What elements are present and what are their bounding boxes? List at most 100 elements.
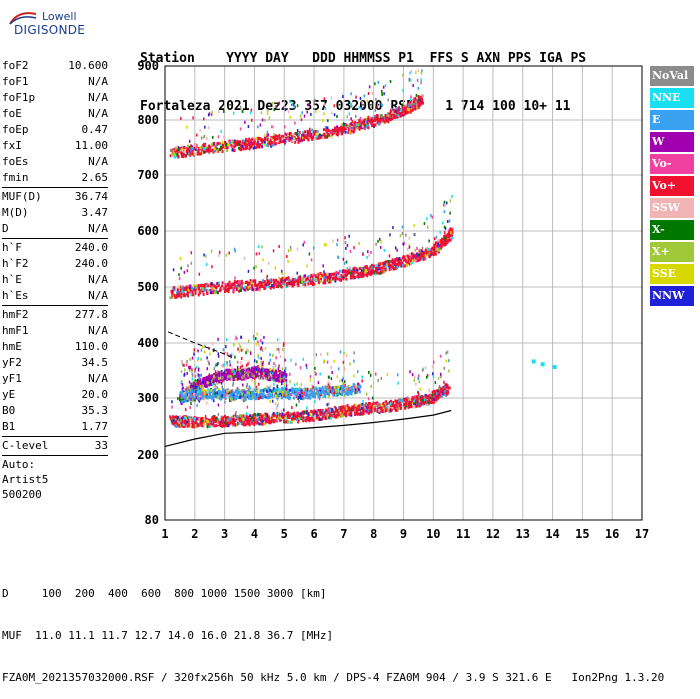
echo-point bbox=[253, 423, 255, 426]
echo-point bbox=[294, 141, 296, 144]
echo-point bbox=[224, 401, 226, 404]
echo-point bbox=[215, 379, 217, 382]
echo-point bbox=[428, 240, 430, 243]
echo-point bbox=[184, 373, 186, 376]
echo-point bbox=[203, 144, 205, 147]
echo-point bbox=[444, 226, 446, 229]
echo-point bbox=[372, 397, 374, 400]
echo-point bbox=[271, 141, 273, 144]
echo-point bbox=[345, 131, 347, 134]
echo-point bbox=[316, 353, 318, 356]
echo-point bbox=[365, 403, 367, 406]
echo-point bbox=[188, 386, 190, 389]
echo-point bbox=[230, 370, 232, 373]
echo-point bbox=[263, 336, 265, 339]
echo-point bbox=[195, 375, 197, 378]
echo-point bbox=[296, 132, 298, 135]
echo-point bbox=[198, 418, 200, 421]
echo-point bbox=[312, 386, 314, 389]
echo-point bbox=[397, 373, 399, 376]
echo-point bbox=[313, 246, 315, 249]
echo-point bbox=[237, 361, 239, 364]
echo-point bbox=[218, 284, 220, 287]
echo-point bbox=[238, 391, 240, 394]
echo-point bbox=[319, 272, 321, 275]
echo-point bbox=[262, 279, 264, 282]
echo-point bbox=[241, 357, 243, 360]
echo-point bbox=[171, 406, 173, 409]
echo-point bbox=[350, 250, 352, 253]
echo-point bbox=[410, 398, 412, 401]
echo-point bbox=[432, 372, 434, 375]
echo-point bbox=[257, 388, 259, 391]
echo-point bbox=[308, 413, 310, 416]
echo-point bbox=[352, 389, 354, 392]
echo-point bbox=[173, 286, 175, 289]
echo-point bbox=[212, 342, 214, 345]
echo-point bbox=[206, 263, 208, 266]
echo-point bbox=[252, 392, 254, 395]
echo-point bbox=[229, 360, 231, 363]
echo-point bbox=[284, 370, 286, 373]
echo-point bbox=[436, 248, 438, 251]
echo-point bbox=[215, 286, 217, 289]
echo-point bbox=[444, 201, 446, 204]
echo-point bbox=[204, 393, 206, 396]
echo-point bbox=[370, 374, 372, 377]
echo-point bbox=[441, 395, 443, 398]
echo-point bbox=[269, 353, 271, 356]
echo-point bbox=[221, 373, 223, 376]
echo-point bbox=[284, 133, 286, 136]
echo-point bbox=[261, 416, 263, 419]
echo-point bbox=[443, 381, 445, 384]
echo-point bbox=[284, 279, 286, 282]
echo-point bbox=[267, 138, 269, 141]
echo-point bbox=[362, 407, 364, 410]
echo-point bbox=[320, 272, 322, 275]
echo-point bbox=[261, 269, 263, 272]
echo-point bbox=[252, 143, 254, 146]
echo-point bbox=[389, 264, 391, 267]
echo-point bbox=[347, 387, 349, 390]
y-tick-label: 900 bbox=[137, 59, 159, 73]
echo-point bbox=[260, 282, 262, 285]
echo-point bbox=[267, 386, 269, 389]
echo-point bbox=[218, 254, 220, 257]
echo-point bbox=[344, 368, 346, 371]
echo-point bbox=[205, 255, 207, 258]
echo-point bbox=[286, 384, 288, 387]
echo-point bbox=[330, 387, 332, 390]
echo-point bbox=[258, 146, 260, 149]
echo-point bbox=[205, 390, 207, 393]
echo-point bbox=[277, 385, 279, 388]
echo-point bbox=[339, 380, 341, 383]
echo-point bbox=[218, 413, 220, 416]
echo-point bbox=[245, 396, 247, 399]
echo-point bbox=[318, 381, 320, 384]
echo-point bbox=[319, 372, 321, 375]
echo-point bbox=[325, 409, 327, 412]
echo-point bbox=[301, 415, 303, 418]
echo-point bbox=[244, 289, 246, 292]
echo-point bbox=[347, 244, 349, 247]
echo-point bbox=[238, 290, 240, 293]
echo-point bbox=[424, 222, 426, 225]
echo-point bbox=[213, 386, 215, 389]
echo-point bbox=[445, 360, 447, 363]
echo-point bbox=[407, 248, 409, 251]
echo-point bbox=[248, 286, 250, 289]
echo-point bbox=[375, 243, 377, 246]
echo-point bbox=[360, 271, 362, 274]
echo-point bbox=[226, 369, 228, 372]
echo-point bbox=[239, 414, 241, 417]
echo-point bbox=[353, 246, 355, 249]
echo-point bbox=[212, 383, 214, 386]
echo-point bbox=[447, 220, 449, 223]
echo-point bbox=[242, 418, 244, 421]
echo-point bbox=[319, 418, 321, 421]
echo-point bbox=[258, 422, 260, 425]
echo-point bbox=[256, 360, 258, 363]
echo-point bbox=[190, 293, 192, 296]
echo-point bbox=[233, 283, 235, 286]
echo-point bbox=[241, 392, 243, 395]
